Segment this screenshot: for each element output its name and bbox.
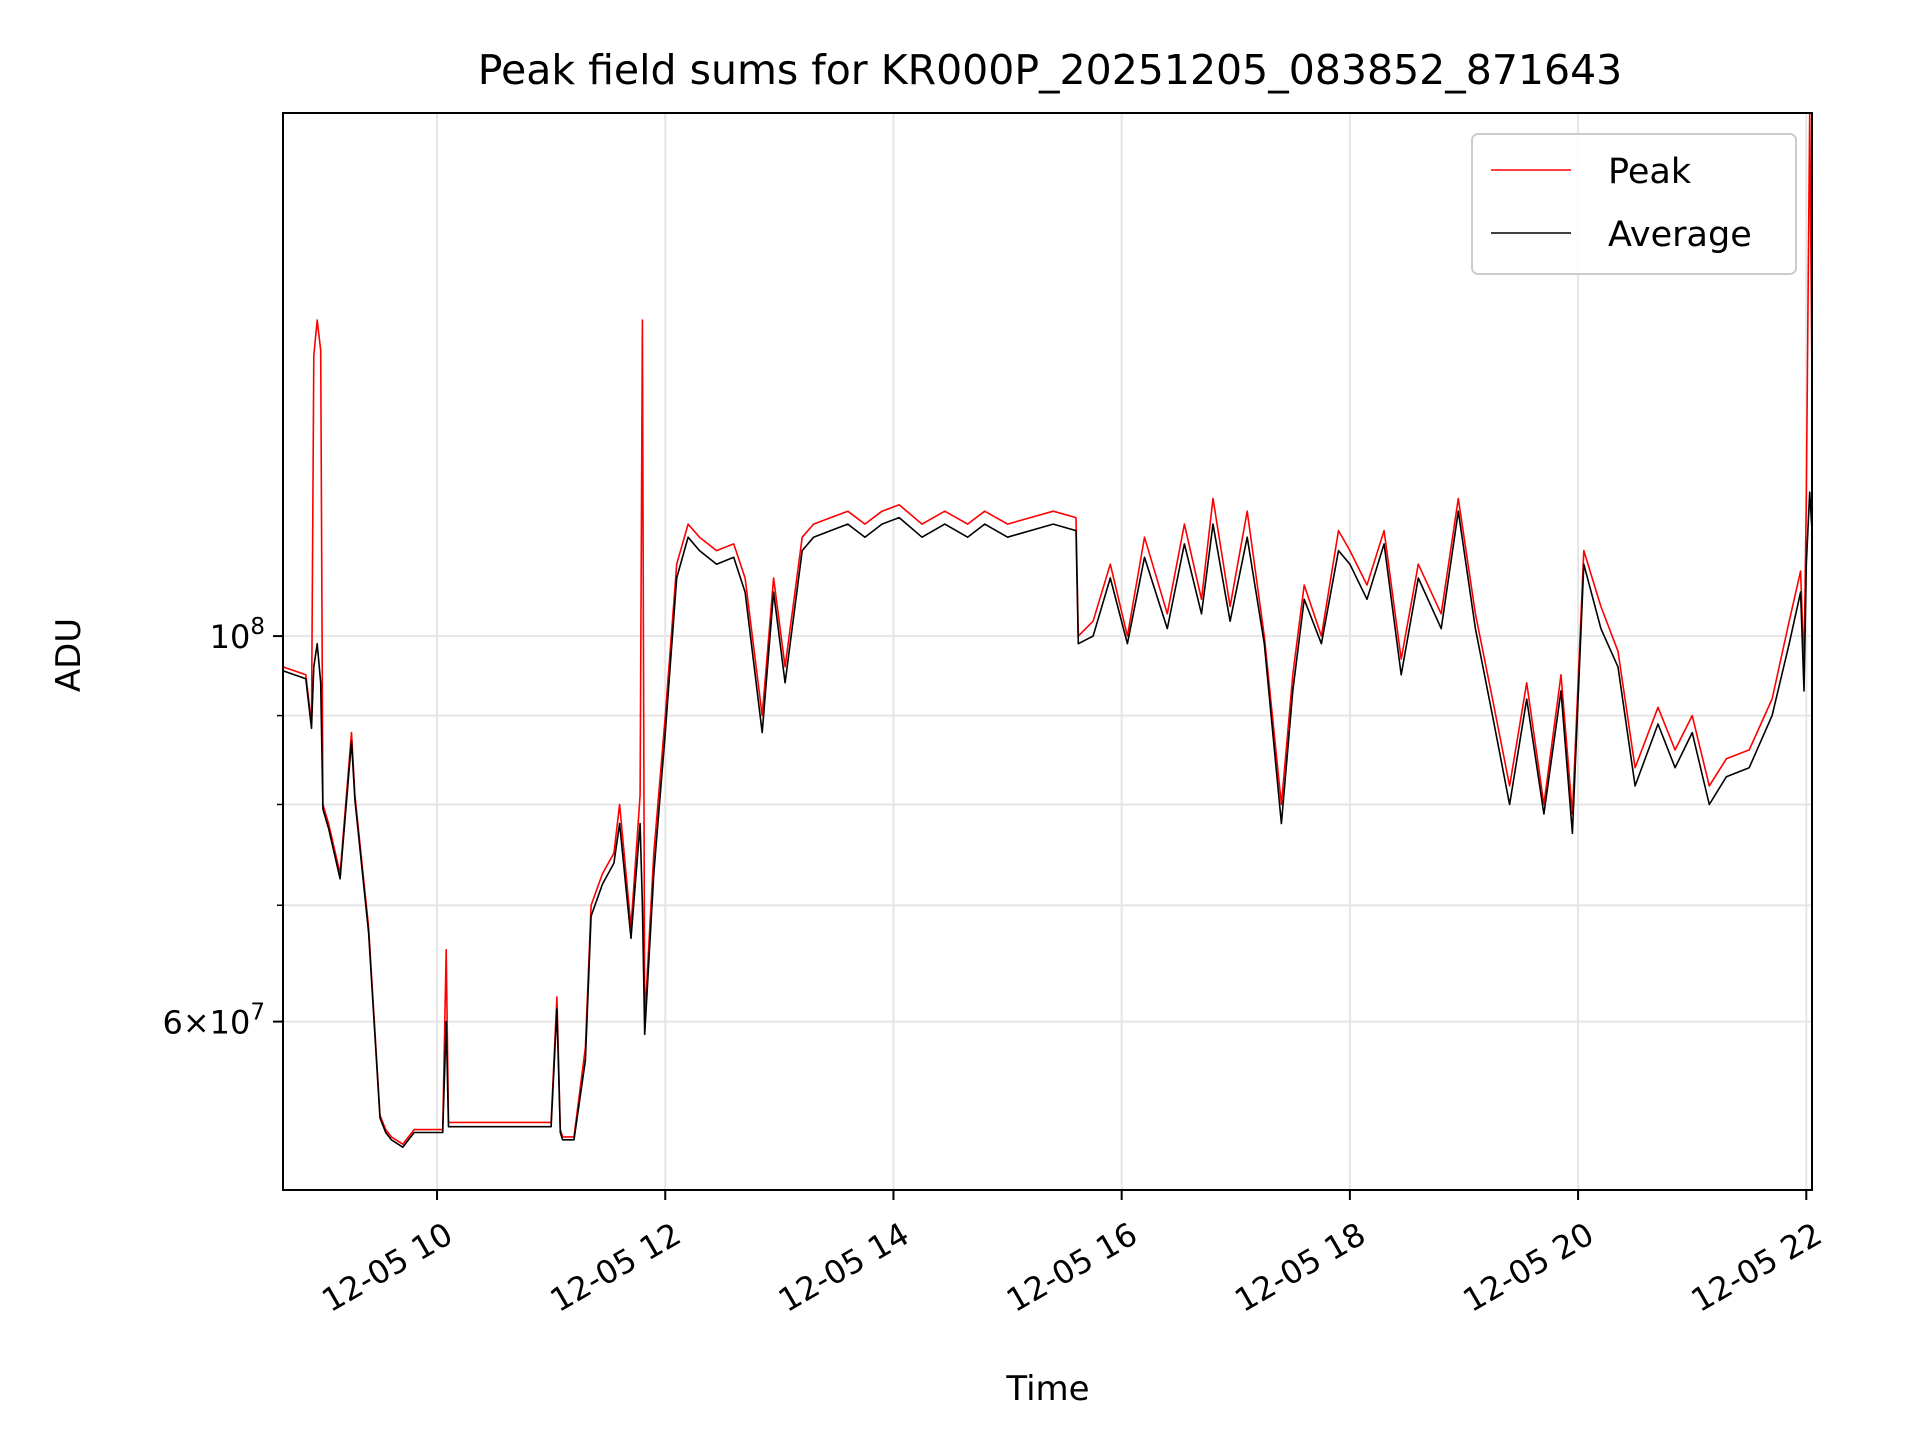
legend-box: [1471, 133, 1797, 275]
series-line-average: [283, 491, 1812, 1148]
y-axis-title: ADU: [49, 618, 89, 692]
chart-title: Peak field sums for KR000P_20251205_0838…: [478, 46, 1623, 94]
plot-frame: [282, 112, 1813, 1191]
legend: Peak Average: [1471, 133, 1797, 275]
series-layer: [283, 113, 1812, 1148]
grid-layer: [283, 113, 1812, 1190]
x-axis-title: Time: [1005, 1369, 1089, 1409]
y-tick-label: 108: [210, 614, 265, 656]
legend-average-label: Average: [1608, 215, 1752, 255]
y-tick-label: 6×107: [162, 1000, 265, 1042]
legend-peak-label: Peak: [1608, 152, 1692, 192]
series-line-peak: [283, 113, 1812, 1145]
